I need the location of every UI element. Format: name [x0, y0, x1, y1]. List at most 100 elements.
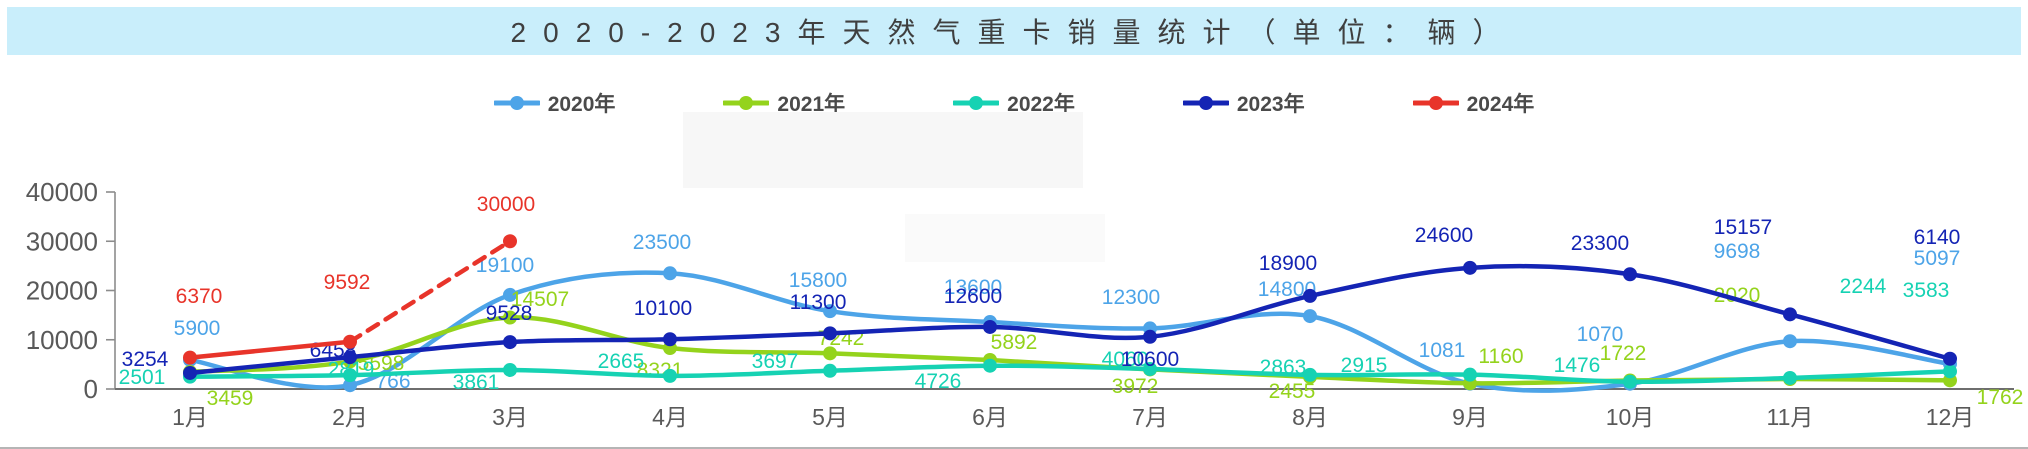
data-label: 5097: [1914, 247, 1961, 270]
data-label: 5598: [358, 352, 405, 375]
x-tick-label: 9月: [1452, 404, 1488, 430]
x-axis: 1月 2月 3月 4月 5月 6月 7月 8月 9月 10月 11月 12月: [115, 388, 2014, 430]
x-tick-label: 11月: [1767, 404, 1814, 430]
data-label: 2455: [1269, 380, 1316, 403]
data-label: 3972: [1112, 375, 1159, 398]
data-label: 23500: [633, 231, 691, 254]
y-tick-label: 20000: [26, 276, 98, 306]
x-tick-label: 1月: [172, 404, 208, 430]
data-point-2023年-3月[interactable]: [503, 335, 517, 350]
data-point-2020年-4月[interactable]: [663, 266, 677, 281]
series-2022年: 2501 2819 3861 2665 3697 4726 4060 2863 2915 1476…: [119, 275, 1957, 394]
series-2024年: 6370 9592 30000: [176, 193, 535, 365]
data-point-2020年-2月[interactable]: [343, 378, 357, 393]
data-label: 1081: [1419, 339, 1466, 362]
x-tick-label: 10月: [1606, 404, 1655, 430]
data-label: 12300: [1102, 286, 1160, 309]
data-point-2021年-5月[interactable]: [823, 346, 837, 361]
data-point-2022年-6月[interactable]: [983, 358, 997, 373]
y-tick-label: 0: [84, 374, 98, 404]
x-tick-label: 8月: [1292, 404, 1328, 430]
y-tick-label: 10000: [26, 325, 98, 355]
legend-item-2023年[interactable]: 2023年: [1182, 88, 1305, 118]
series-line-dashed-forecast: [347, 239, 513, 345]
data-point-2022年-3月[interactable]: [503, 362, 517, 377]
data-point-2024年-2月[interactable]: [343, 334, 357, 349]
data-label: 15800: [789, 269, 847, 292]
data-label: 10100: [634, 297, 692, 320]
data-label: 1762: [1977, 386, 2024, 409]
y-axis: 0 10000 20000 30000 40000: [26, 177, 116, 404]
data-point-2023年-10月[interactable]: [1623, 267, 1637, 282]
x-tick-label: 5月: [812, 404, 848, 430]
x-tick-label: 3月: [492, 404, 528, 430]
data-point-2020年-8月[interactable]: [1303, 309, 1317, 324]
title-bar: 2020-2023年天然气重卡销量统计（单位：辆）: [7, 7, 2021, 55]
x-tick-label: 7月: [1132, 404, 1168, 430]
data-point-2021年-3月[interactable]: [503, 310, 517, 325]
data-point-2022年-11月[interactable]: [1783, 370, 1797, 385]
data-label: 19100: [476, 254, 534, 277]
data-point-2022年-5月[interactable]: [823, 363, 837, 378]
data-label: 9698: [1714, 240, 1761, 263]
data-point-2023年-12月[interactable]: [1943, 351, 1957, 366]
data-label: 3583: [1903, 279, 1950, 302]
y-tick-label: 30000: [26, 226, 98, 256]
data-label: 9528: [486, 302, 533, 325]
series-line: [187, 263, 1953, 376]
data-label: 5892: [991, 331, 1038, 354]
legend-marker-icon: [1182, 96, 1229, 110]
data-point-2024年-3月[interactable]: [503, 234, 517, 249]
x-tick-label: 12月: [1926, 404, 1975, 430]
data-label: 18900: [1259, 252, 1317, 275]
data-point-2022年-2月[interactable]: [343, 368, 357, 383]
data-point-2022年-8月[interactable]: [1303, 367, 1317, 382]
x-tick-label: 4月: [652, 404, 688, 430]
data-point-2022年-12月[interactable]: [1943, 364, 1957, 379]
data-point-2022年-7月[interactable]: [1143, 362, 1157, 377]
legend-item-2021年[interactable]: 2021年: [723, 88, 845, 118]
chart-title: 2020-2023年天然气重卡销量统计（单位：辆）: [510, 17, 1518, 48]
data-label: 6140: [1914, 226, 1961, 249]
data-point-2024年-1月[interactable]: [183, 350, 197, 365]
data-point-2020年-5月[interactable]: [823, 304, 837, 319]
series-line: [187, 363, 1953, 385]
data-label: 10600: [1121, 348, 1179, 371]
data-point-2023年-6月[interactable]: [983, 319, 997, 334]
data-point-2020年-3月[interactable]: [503, 287, 517, 302]
data-label: 2501: [119, 366, 166, 389]
data-point-2020年-11月[interactable]: [1783, 334, 1797, 349]
data-label: 30000: [477, 193, 535, 216]
data-label: 3254: [122, 348, 169, 371]
data-label: 2244: [1840, 275, 1887, 298]
data-label: 1722: [1600, 342, 1647, 365]
background-patch: [683, 112, 1083, 188]
legend-marker-icon: [723, 96, 770, 110]
data-label: 4060: [1102, 348, 1149, 371]
data-point-2023年-4月[interactable]: [663, 332, 677, 347]
legend-marker-icon: [1412, 96, 1459, 110]
data-point-2023年-5月[interactable]: [823, 326, 837, 341]
legend-item-2022年[interactable]: 2022年: [953, 88, 1075, 118]
data-label: 1476: [1554, 354, 1601, 377]
data-point-2023年-8月[interactable]: [1303, 288, 1317, 303]
data-point-2022年-10月[interactable]: [1623, 374, 1637, 389]
data-point-2023年-1月[interactable]: [183, 365, 197, 380]
data-label: 14800: [1258, 278, 1316, 301]
bottom-divider: [0, 447, 2028, 449]
data-point-2023年-7月[interactable]: [1143, 329, 1157, 344]
data-label: 3459: [207, 387, 254, 410]
data-point-2023年-11月[interactable]: [1783, 307, 1797, 322]
data-point-2023年-9月[interactable]: [1463, 260, 1477, 275]
legend-label: 2022年: [1007, 93, 1075, 116]
data-point-2022年-4月[interactable]: [663, 368, 677, 383]
legend-label: 2023年: [1236, 93, 1305, 116]
data-label: 24600: [1415, 224, 1473, 247]
data-label: 12600: [944, 285, 1002, 308]
legend-label: 2021年: [777, 93, 846, 116]
data-point-2022年-9月[interactable]: [1463, 367, 1477, 382]
data-point-2023年-2月[interactable]: [343, 350, 357, 365]
legend-item-2020年[interactable]: 2020年: [493, 88, 615, 118]
legend-item-2024年[interactable]: 2024年: [1412, 88, 1534, 118]
